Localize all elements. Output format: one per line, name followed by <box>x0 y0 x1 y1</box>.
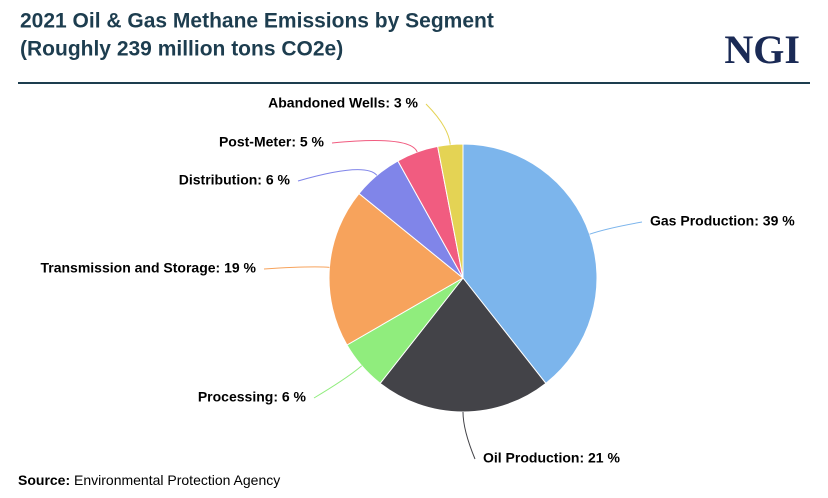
source-text: Environmental Protection Agency <box>74 472 280 488</box>
data-label: Distribution: 6 % <box>179 172 291 188</box>
data-label: Oil Production: 21 % <box>483 450 620 466</box>
connector <box>589 221 643 235</box>
connector <box>263 266 330 270</box>
chart-title: 2021 Oil & Gas Methane Emissions by Segm… <box>20 10 494 33</box>
connector <box>297 169 378 182</box>
pie-slice <box>328 192 464 346</box>
data-label: Processing: 6 % <box>198 389 307 405</box>
connector <box>313 365 363 399</box>
connector <box>462 411 476 460</box>
chart-subtitle: (Roughly 239 million tons CO2e) <box>20 38 343 61</box>
source-label: Source: <box>18 472 70 488</box>
pie-slice <box>379 277 547 413</box>
data-label: Abandoned Wells: 3 % <box>268 95 418 111</box>
logo: NGI <box>724 27 800 72</box>
connector <box>425 103 451 145</box>
pie-slice <box>437 143 464 279</box>
pie-slice <box>462 143 598 385</box>
connector <box>331 140 418 153</box>
data-label: Gas Production: 39 % <box>650 213 795 229</box>
source: Source: Environmental Protection Agency <box>18 472 280 488</box>
data-label: Transmission and Storage: 19 % <box>40 260 256 276</box>
data-label: Post-Meter: 5 % <box>219 134 325 150</box>
